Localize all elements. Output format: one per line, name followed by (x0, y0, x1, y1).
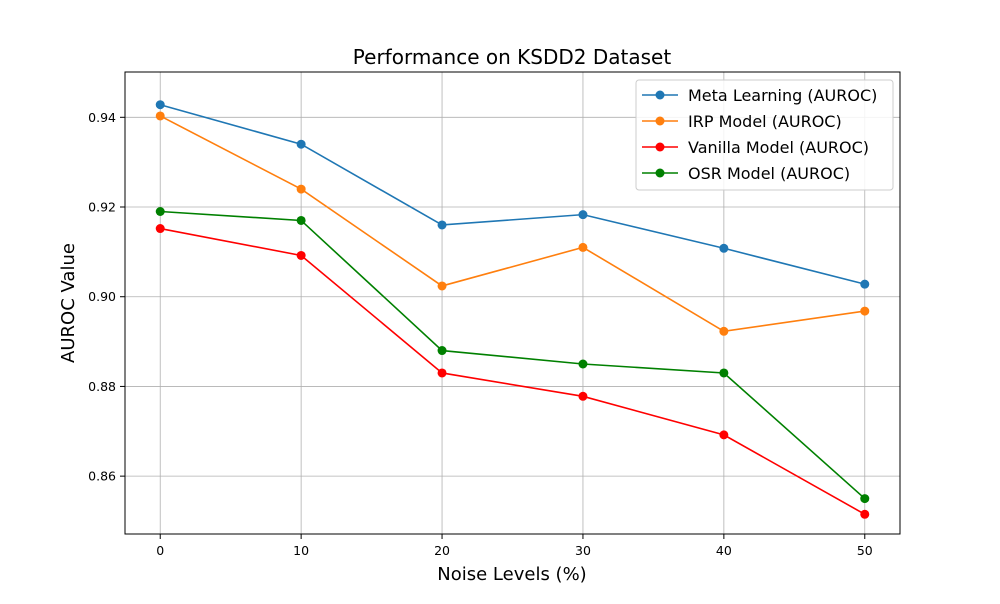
legend-box (635, 79, 894, 191)
chart-title: Performance on KSDD2 Dataset (353, 45, 672, 69)
series-vanilla (155, 224, 870, 519)
y-tick-label: 0.92 (88, 200, 116, 215)
data-point-irp (719, 326, 729, 336)
data-point-osr (296, 215, 306, 225)
data-point-meta (155, 100, 165, 110)
legend-label-meta: Meta Learning (AUROC) (688, 86, 877, 105)
x-tick-label: 20 (434, 543, 450, 558)
y-tick-label: 0.88 (88, 379, 116, 394)
series-meta (155, 100, 870, 289)
x-tick-label: 40 (716, 543, 732, 558)
series-line-meta (160, 103, 865, 285)
data-point-irp (860, 306, 870, 316)
data-point-vanilla (155, 224, 165, 234)
legend: Meta Learning (AUROC) IRP Model (AUROC) Va… (635, 79, 894, 191)
data-point-osr (437, 346, 447, 356)
series-line-vanilla (160, 227, 866, 515)
legend-label-vanilla: Vanilla Model (AUROC) (688, 138, 869, 157)
data-point-irp (437, 281, 447, 291)
y-axis-label: AUROC Value (58, 243, 79, 363)
data-point-vanilla (578, 391, 588, 401)
data-point-meta (719, 243, 729, 253)
data-point-irp (296, 184, 306, 194)
y-tick-label: 0.90 (88, 289, 116, 304)
data-point-vanilla (860, 509, 870, 519)
plot-frame (124, 71, 901, 535)
legend-marker-irp (655, 116, 665, 126)
y-tick-label: 0.94 (88, 110, 116, 125)
data-point-irp (578, 242, 588, 252)
legend-label-osr: OSR Model (AUROC) (688, 164, 850, 183)
x-tick-label: 30 (575, 543, 591, 558)
series-irp (155, 111, 870, 336)
data-point-meta (860, 279, 870, 289)
series-group (155, 100, 870, 519)
data-point-osr (860, 494, 870, 504)
data-point-osr (155, 206, 165, 216)
x-tick-label: 0 (156, 543, 164, 558)
axis-ticks: 0 10 20 30 40 50 0.86 0.88 0.90 0.92 0.94 (88, 110, 873, 558)
data-point-vanilla (296, 250, 306, 260)
data-point-vanilla (719, 430, 729, 440)
legend-label-irp: IRP Model (AUROC) (688, 112, 842, 131)
series-line-osr (160, 210, 866, 500)
x-tick-label: 50 (857, 543, 873, 558)
series-line-irp (159, 115, 865, 333)
data-point-meta (296, 139, 306, 149)
data-point-osr (578, 359, 588, 369)
data-point-meta (578, 210, 588, 220)
x-axis-label: Noise Levels (%) (437, 564, 586, 585)
series-osr (155, 206, 870, 504)
y-tick-label: 0.86 (88, 469, 116, 484)
data-point-meta (437, 220, 447, 230)
legend-marker-meta (655, 90, 665, 100)
legend-marker-osr (655, 168, 665, 178)
data-point-vanilla (437, 368, 447, 378)
legend-marker-vanilla (655, 142, 665, 152)
data-point-irp (155, 111, 165, 121)
data-point-osr (719, 368, 729, 378)
x-tick-label: 10 (293, 543, 309, 558)
